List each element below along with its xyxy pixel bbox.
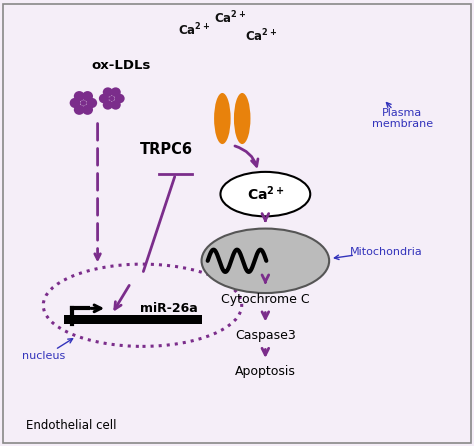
Ellipse shape	[214, 93, 231, 144]
Ellipse shape	[103, 87, 113, 97]
Text: Apoptosis: Apoptosis	[235, 365, 296, 379]
Ellipse shape	[70, 98, 81, 108]
Text: $\mathbf{Ca^{2+}}$: $\mathbf{Ca^{2+}}$	[246, 185, 284, 203]
Text: $\mathbf{Ca^{2+}}$: $\mathbf{Ca^{2+}}$	[179, 21, 210, 38]
Ellipse shape	[82, 105, 93, 115]
Text: Plasma
membrane: Plasma membrane	[372, 108, 433, 129]
Ellipse shape	[99, 94, 109, 103]
Ellipse shape	[110, 100, 121, 110]
Ellipse shape	[74, 105, 85, 115]
Text: Caspase3: Caspase3	[235, 329, 296, 342]
Ellipse shape	[110, 87, 121, 97]
Text: ox-LDLs: ox-LDLs	[91, 59, 151, 72]
Ellipse shape	[109, 96, 115, 101]
Text: Endothelial cell: Endothelial cell	[27, 419, 117, 432]
Text: TRPC6: TRPC6	[140, 142, 192, 157]
Ellipse shape	[201, 228, 329, 293]
Ellipse shape	[82, 91, 93, 101]
Text: nucleus: nucleus	[22, 351, 65, 361]
Ellipse shape	[81, 100, 86, 106]
Text: Cytochrome C: Cytochrome C	[221, 293, 310, 306]
Ellipse shape	[220, 172, 310, 216]
Ellipse shape	[86, 98, 97, 108]
Text: $\mathbf{Ca^{2+}}$: $\mathbf{Ca^{2+}}$	[245, 28, 277, 45]
Ellipse shape	[234, 93, 250, 144]
Ellipse shape	[103, 100, 113, 110]
Text: Mitochondria: Mitochondria	[349, 247, 422, 257]
Text: $\mathbf{Ca^{2+}}$: $\mathbf{Ca^{2+}}$	[214, 10, 246, 27]
Ellipse shape	[74, 91, 85, 101]
Ellipse shape	[114, 94, 125, 103]
Text: miR-26a: miR-26a	[140, 302, 197, 315]
Bar	[64, 314, 201, 324]
